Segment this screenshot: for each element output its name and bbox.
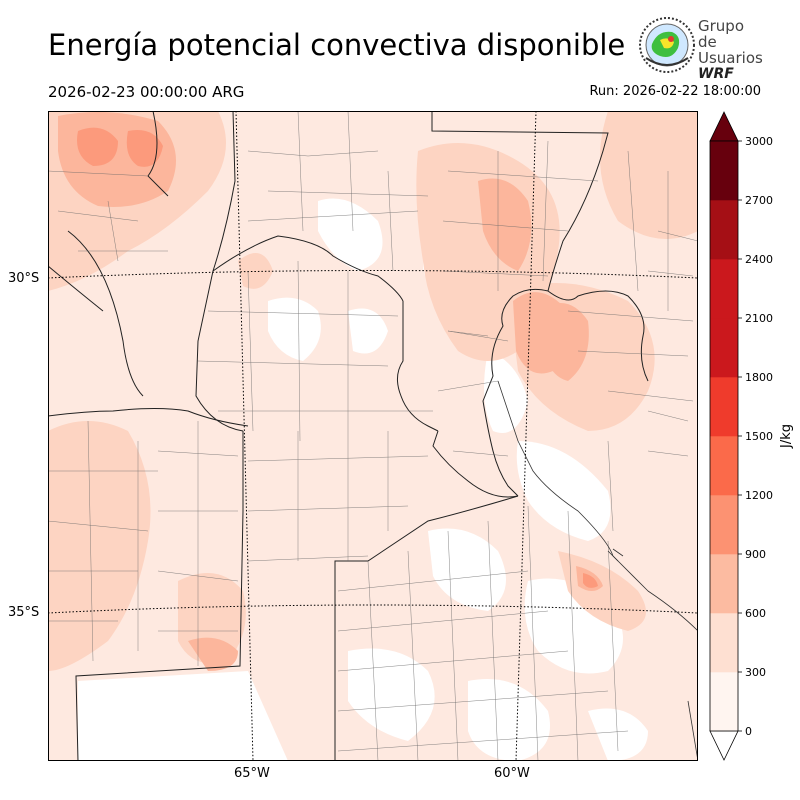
- colorbar-bin: [710, 613, 738, 673]
- coastline: [497, 380, 698, 761]
- colorbar-tick-label: 900: [745, 548, 766, 561]
- colorbar-tick-label: 2100: [745, 312, 773, 325]
- wrf-users-logo: Grupo de Usuarios WRF: [638, 16, 763, 82]
- lon-label-65w: 65°W: [234, 766, 270, 781]
- graticule: [48, 111, 698, 761]
- logo-line-3: WRF: [698, 66, 734, 82]
- logo-line-1: Grupo de: [698, 17, 744, 51]
- colorbar-tick-label: 2400: [745, 253, 773, 266]
- colorbar-tick-label: 2700: [745, 194, 773, 207]
- lat-label-35s: 35°S: [8, 605, 40, 620]
- map-frame: [48, 111, 698, 761]
- globe-emblem-icon: [639, 17, 695, 73]
- colorbar-bin: [710, 200, 738, 260]
- colorbar-tick-label: 1800: [745, 371, 773, 384]
- colorbar-bin: [710, 377, 738, 437]
- colorbar-tick-label: 1200: [745, 489, 773, 502]
- valid-time: 2026-02-23 00:00:00 ARG: [48, 83, 245, 101]
- colorbar-extend-min: [709, 730, 739, 761]
- province-boundaries: [48, 111, 649, 761]
- lon-label-60w: 60°W: [494, 766, 530, 781]
- colorbar-extend-max: [709, 111, 739, 142]
- lat-label-30s: 30°S: [8, 271, 40, 286]
- colorbar-tick-label: 0: [745, 725, 752, 738]
- cape-map: [48, 111, 698, 761]
- colorbar-bin: [710, 141, 738, 201]
- colorbar-bin: [710, 554, 738, 614]
- colorbar-tick-label: 1500: [745, 430, 773, 443]
- colorbar-tick-label: 3000: [745, 135, 773, 148]
- run-time: Run: 2026-02-22 18:00:00: [589, 84, 761, 99]
- colorbar: 0 300 600 900 1200 1500 1800 2100 2400 2700 3000 J/…: [709, 111, 794, 761]
- colorbar-bin: [710, 318, 738, 378]
- colorbar-tick-label: 600: [745, 607, 766, 620]
- colorbar-bin: [710, 495, 738, 555]
- cape-900-1200: [77, 127, 598, 588]
- colorbar-unit-label: J/kg: [779, 424, 794, 449]
- department-boundaries: [48, 111, 698, 761]
- colorbar-bin: [710, 436, 738, 496]
- colorbar-tick-label: 300: [745, 666, 766, 679]
- colorbar-bin: [710, 672, 738, 732]
- logo-line-2: Usuarios: [698, 49, 763, 67]
- colorbar-bin: [710, 259, 738, 319]
- map-title: Energía potencial convectiva disponible: [48, 28, 626, 62]
